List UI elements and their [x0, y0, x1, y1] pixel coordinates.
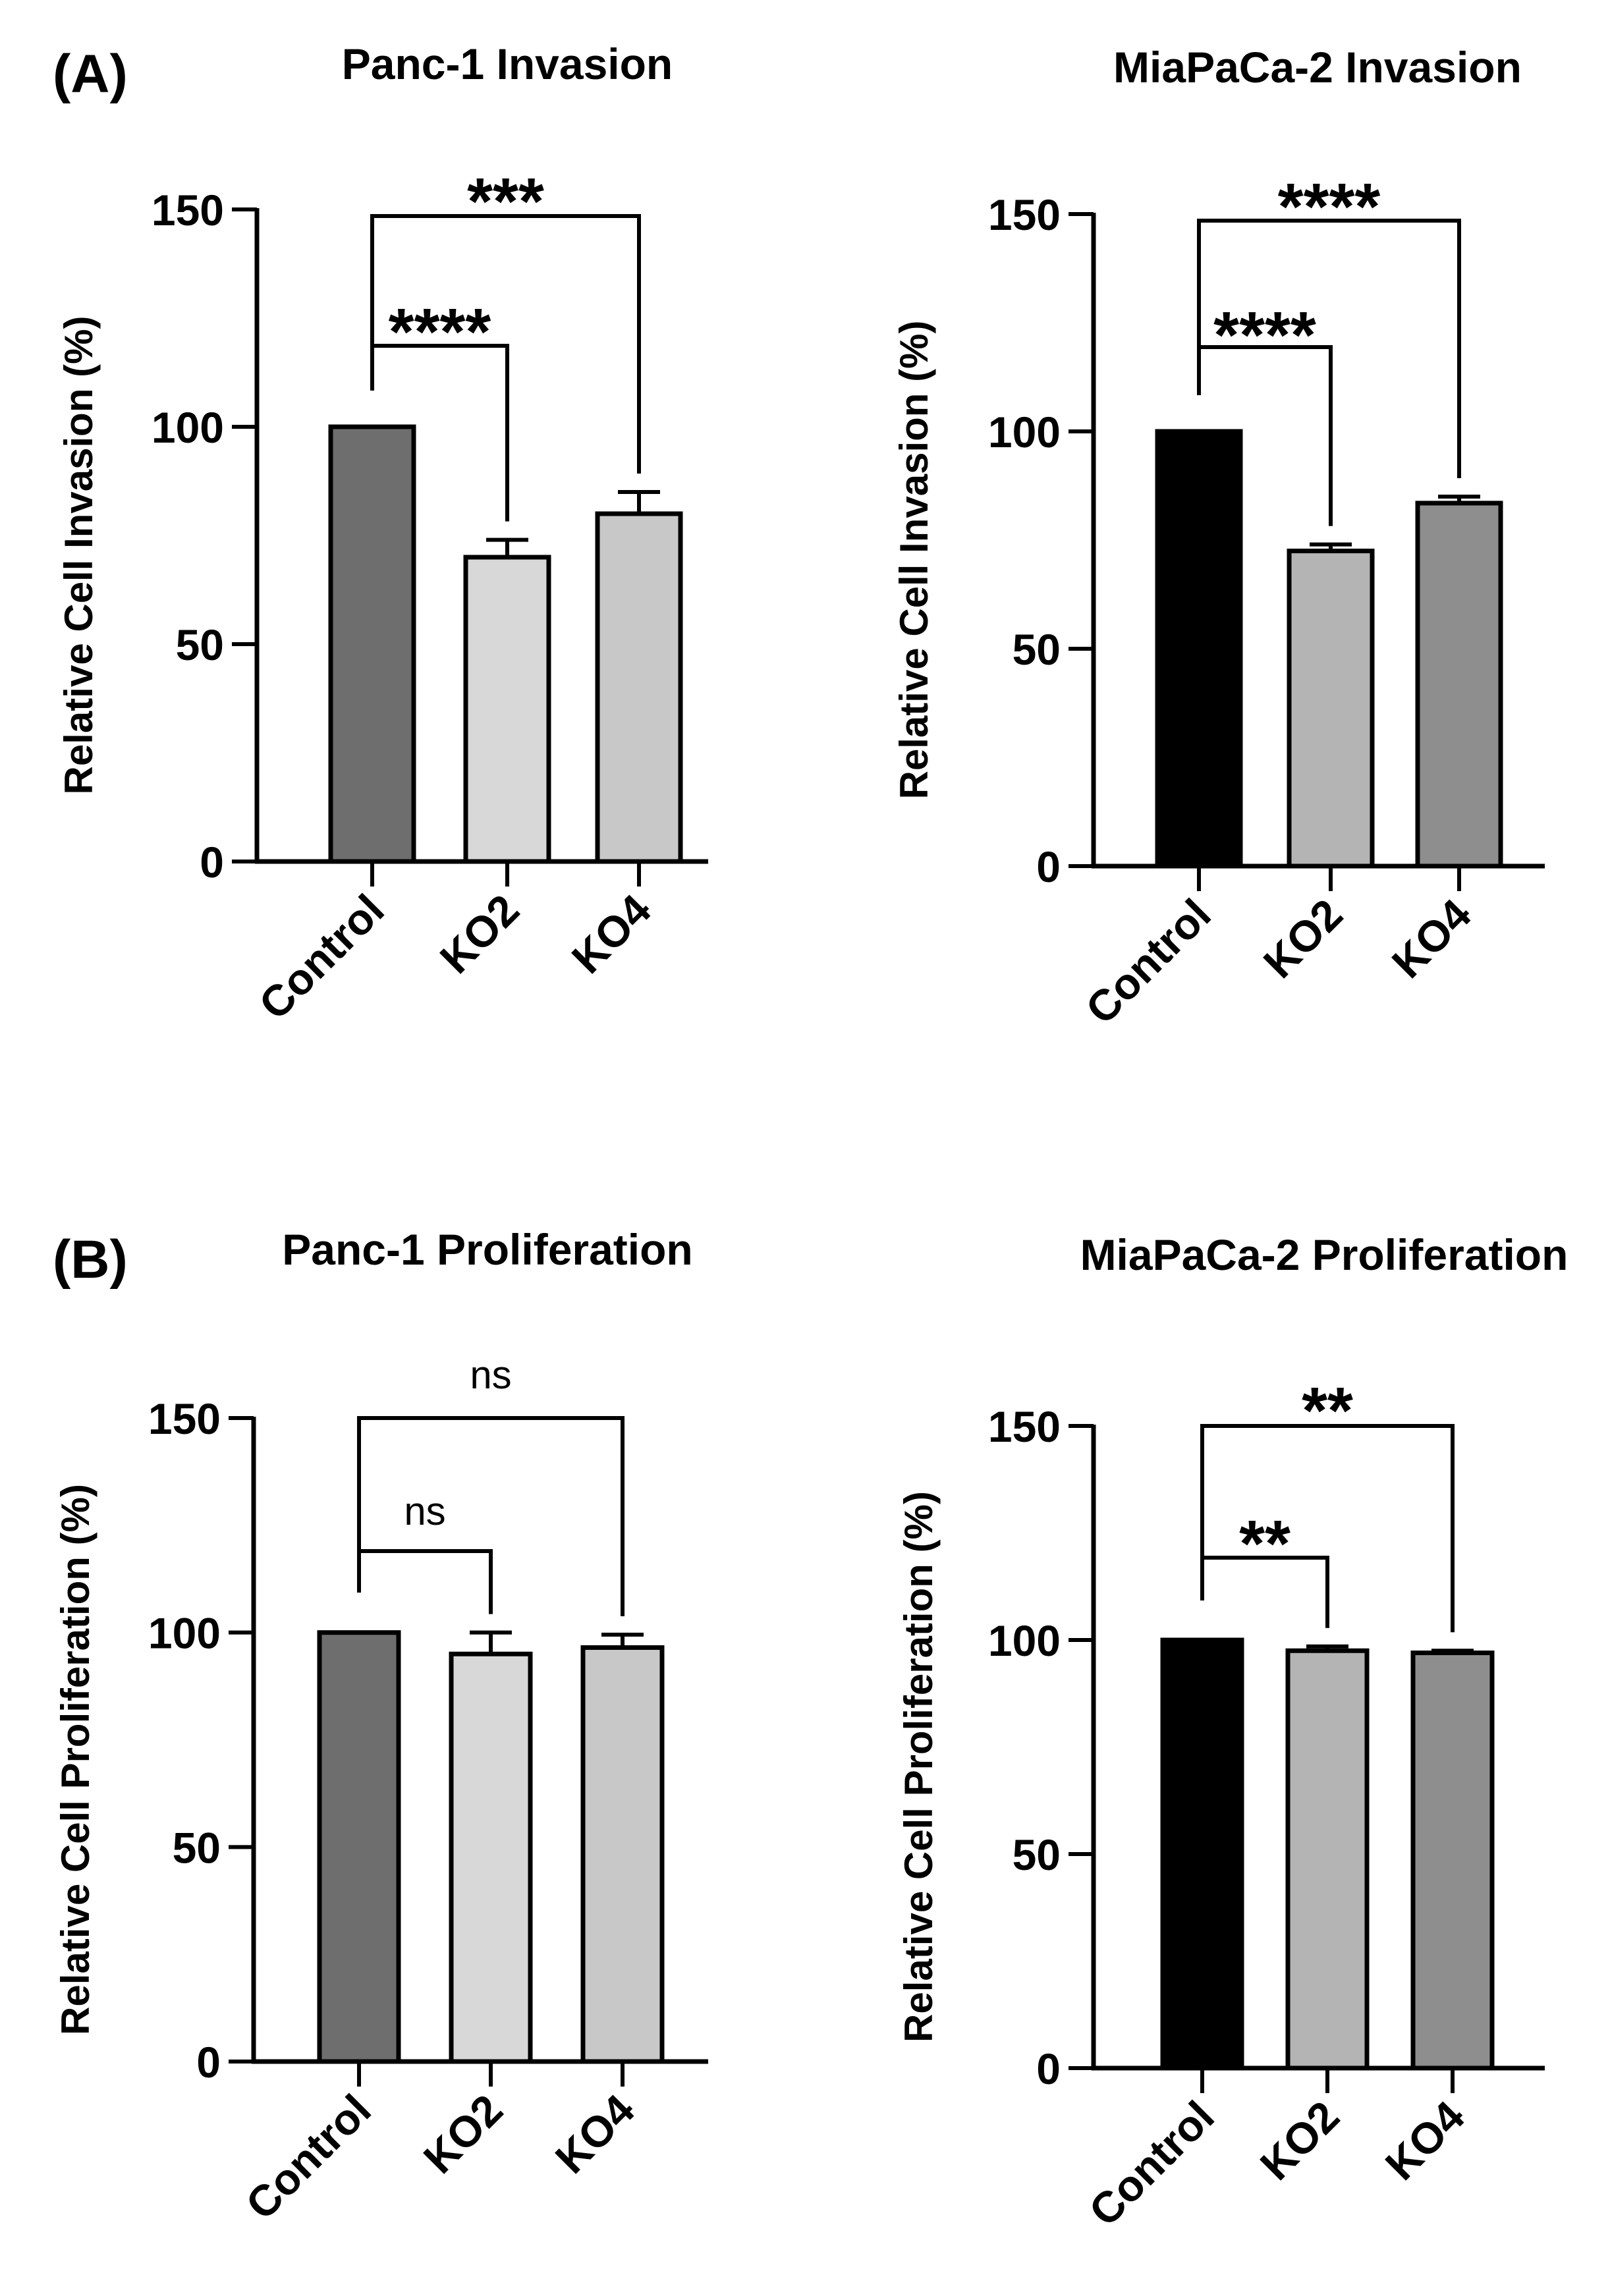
y-tick-label: 100 — [988, 1616, 1061, 1665]
bar-ko4 — [595, 511, 683, 864]
y-axis-title: Relative Cell Invasion (%) — [57, 316, 101, 795]
x-category-label: KO2 — [414, 2085, 512, 2183]
chart-title: MiaPaCa-2 Invasion — [1113, 43, 1522, 92]
y-tick-label: 100 — [148, 1609, 221, 1658]
bar-control — [328, 424, 416, 864]
x-category-label: KO4 — [546, 2085, 644, 2182]
significance-label: **** — [1213, 298, 1316, 372]
chart-2: MiaPaCa-2 Invasion Relative Cell Invasion… — [892, 43, 1545, 1033]
charts-group: Panc-1 Invasion Relative Cell Invasion (%… — [53, 40, 1568, 2235]
chart-title: Panc-1 Invasion — [342, 40, 673, 88]
chart-3: Panc-1 Proliferation Relative Cell Prolif… — [53, 1225, 708, 2229]
x-category-label: KO4 — [1383, 889, 1480, 987]
x-category-label: KO2 — [1251, 2092, 1348, 2189]
y-tick-label: 50 — [173, 1823, 221, 1872]
x-category-label: Control — [236, 2085, 380, 2229]
significance-bracket — [1197, 219, 1461, 478]
significance-bracket — [357, 1416, 625, 1616]
bar-ko2 — [463, 555, 551, 864]
y-tick-label: 0 — [1036, 842, 1061, 891]
significance-label: **** — [389, 295, 491, 369]
bar-ko2 — [449, 1651, 533, 2064]
y-axis-title: Relative Cell Proliferation (%) — [53, 1484, 97, 2035]
y-tick-label: 150 — [988, 1402, 1061, 1451]
y-tick-label: 150 — [148, 1394, 221, 1443]
bar-control — [1160, 1637, 1244, 2071]
significance-label: ** — [1239, 1507, 1291, 1581]
y-axis-title: Relative Cell Invasion (%) — [892, 321, 936, 800]
chart-title: Panc-1 Proliferation — [282, 1225, 693, 1274]
x-category-label: Control — [1080, 2092, 1223, 2235]
chart-1: Panc-1 Invasion Relative Cell Invasion (%… — [57, 40, 708, 1029]
significance-label: ns — [404, 1489, 445, 1533]
significance-bracket — [370, 214, 641, 474]
y-tick-label: 0 — [196, 2038, 221, 2087]
y-axis-title: Relative Cell Proliferation (%) — [897, 1491, 941, 2042]
chart-title: MiaPaCa-2 Proliferation — [1080, 1230, 1568, 1279]
y-tick-label: 50 — [1013, 1830, 1061, 1879]
bar-control — [317, 1630, 401, 2064]
x-category-label: Control — [1076, 890, 1220, 1033]
y-tick-label: 150 — [152, 186, 224, 234]
bar-control — [1155, 429, 1243, 869]
significance-bracket — [1200, 1424, 1455, 1633]
x-category-label: KO4 — [563, 885, 660, 982]
y-tick-label: 0 — [200, 838, 224, 887]
y-tick-label: 150 — [988, 190, 1061, 239]
x-category-label: KO2 — [431, 885, 528, 983]
y-tick-label: 50 — [1013, 625, 1061, 674]
significance-label: ** — [1302, 1374, 1353, 1448]
panel-label-b: (B) — [53, 1230, 128, 1290]
bar-ko2 — [1287, 549, 1375, 869]
panel-label-a: (A) — [53, 44, 128, 104]
bar-ko4 — [1415, 501, 1503, 869]
y-tick-label: 100 — [152, 403, 224, 452]
significance-label: **** — [1278, 170, 1381, 244]
x-category-label: KO2 — [1254, 890, 1352, 987]
bar-ko4 — [1410, 1651, 1495, 2071]
y-tick-label: 50 — [176, 620, 224, 669]
significance-label: *** — [467, 165, 544, 238]
bar-ko4 — [580, 1645, 665, 2064]
significance-label: ns — [470, 1353, 511, 1397]
x-category-label: KO4 — [1376, 2091, 1474, 2189]
significance-bracket — [357, 1549, 493, 1614]
y-tick-label: 100 — [988, 408, 1061, 456]
x-category-label: Control — [250, 885, 393, 1029]
chart-4: MiaPaCa-2 Proliferation Relative Cell Pro… — [897, 1230, 1568, 2235]
bar-ko2 — [1285, 1648, 1370, 2071]
y-tick-label: 0 — [1036, 2044, 1061, 2093]
